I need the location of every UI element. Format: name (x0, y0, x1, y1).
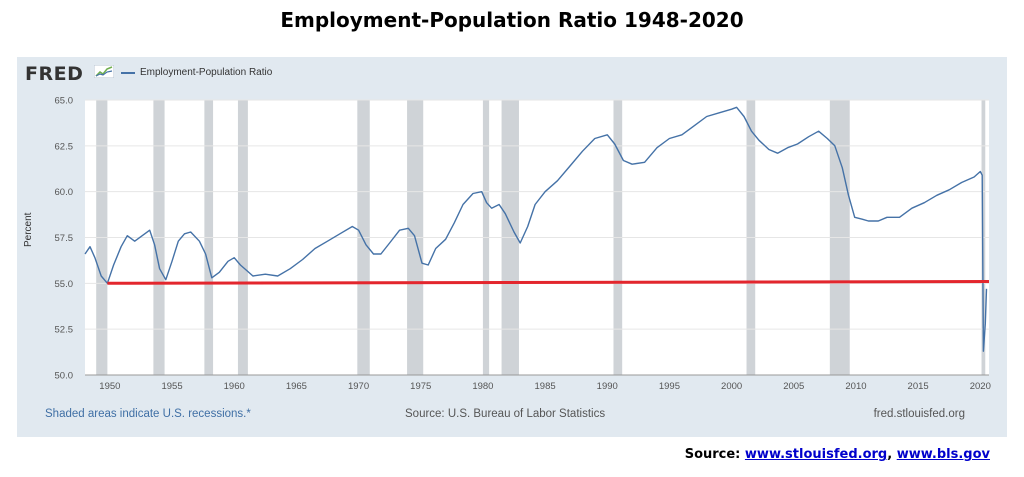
x-tick-label: 1955 (161, 381, 182, 392)
x-tick-label: 1985 (535, 381, 556, 392)
x-tick-label: 1960 (224, 381, 245, 392)
chart-legend[interactable]: Employment-Population Ratio (121, 67, 272, 78)
x-tick-label: 1980 (472, 381, 493, 392)
fred-url[interactable]: fred.stlouisfed.org (873, 408, 965, 420)
fred-chart-panel: 50.0 52.5 55.0 57.5 60.0 62.5 65.0 1950 1955 1960… (17, 57, 1007, 437)
x-tick-label: 2020 (970, 381, 991, 392)
y-tick-label: 57.5 (55, 233, 74, 244)
x-tick-label: 1950 (99, 381, 120, 392)
x-tick-label: 2010 (845, 381, 866, 392)
stlouisfed-link[interactable]: www.stlouisfed.org (744, 447, 888, 462)
x-tick-label: 1990 (597, 381, 618, 392)
y-tick-label: 62.5 (55, 141, 74, 152)
x-tick-label: 1965 (286, 381, 307, 392)
y-tick-label: 60.0 (55, 187, 74, 198)
source-line: Source: www.stlouisfed.org, www.bls.gov (685, 447, 990, 462)
series-line-employment-population-ratio (84, 106, 988, 352)
y-tick-label: 52.5 (55, 325, 74, 336)
x-tick-label: 2005 (783, 381, 804, 392)
legend-label: Employment-Population Ratio (140, 67, 273, 78)
source-note: Source: U.S. Bureau of Labor Statistics (405, 408, 606, 420)
y-tick-label: 50.0 (55, 371, 74, 382)
x-tick-label: 2015 (908, 381, 929, 392)
y-tick-label: 65.0 (55, 96, 74, 107)
bls-link[interactable]: www.bls.gov (896, 447, 990, 462)
y-axis-label: Percent (23, 212, 34, 247)
slide-title: Employment-Population Ratio 1948-2020 (280, 8, 744, 32)
reference-line (107, 280, 990, 285)
x-tick-label: 1995 (659, 381, 680, 392)
source-label: Source: (684, 447, 741, 462)
legend-swatch (121, 71, 135, 74)
recession-note-link[interactable]: Shaded areas indicate U.S. recessions.* (45, 408, 251, 420)
x-tick-label: 1975 (410, 381, 431, 392)
fred-logo[interactable]: FRED (25, 63, 84, 85)
chart-canvas: 50.0 52.5 55.0 57.5 60.0 62.5 65.0 1950 1955 1960… (55, 96, 991, 393)
x-tick-label: 1970 (348, 381, 369, 392)
fred-chart-icon (94, 65, 114, 78)
source-separator: , (887, 447, 893, 462)
x-tick-label: 2000 (721, 381, 742, 392)
y-tick-label: 55.0 (55, 279, 74, 290)
